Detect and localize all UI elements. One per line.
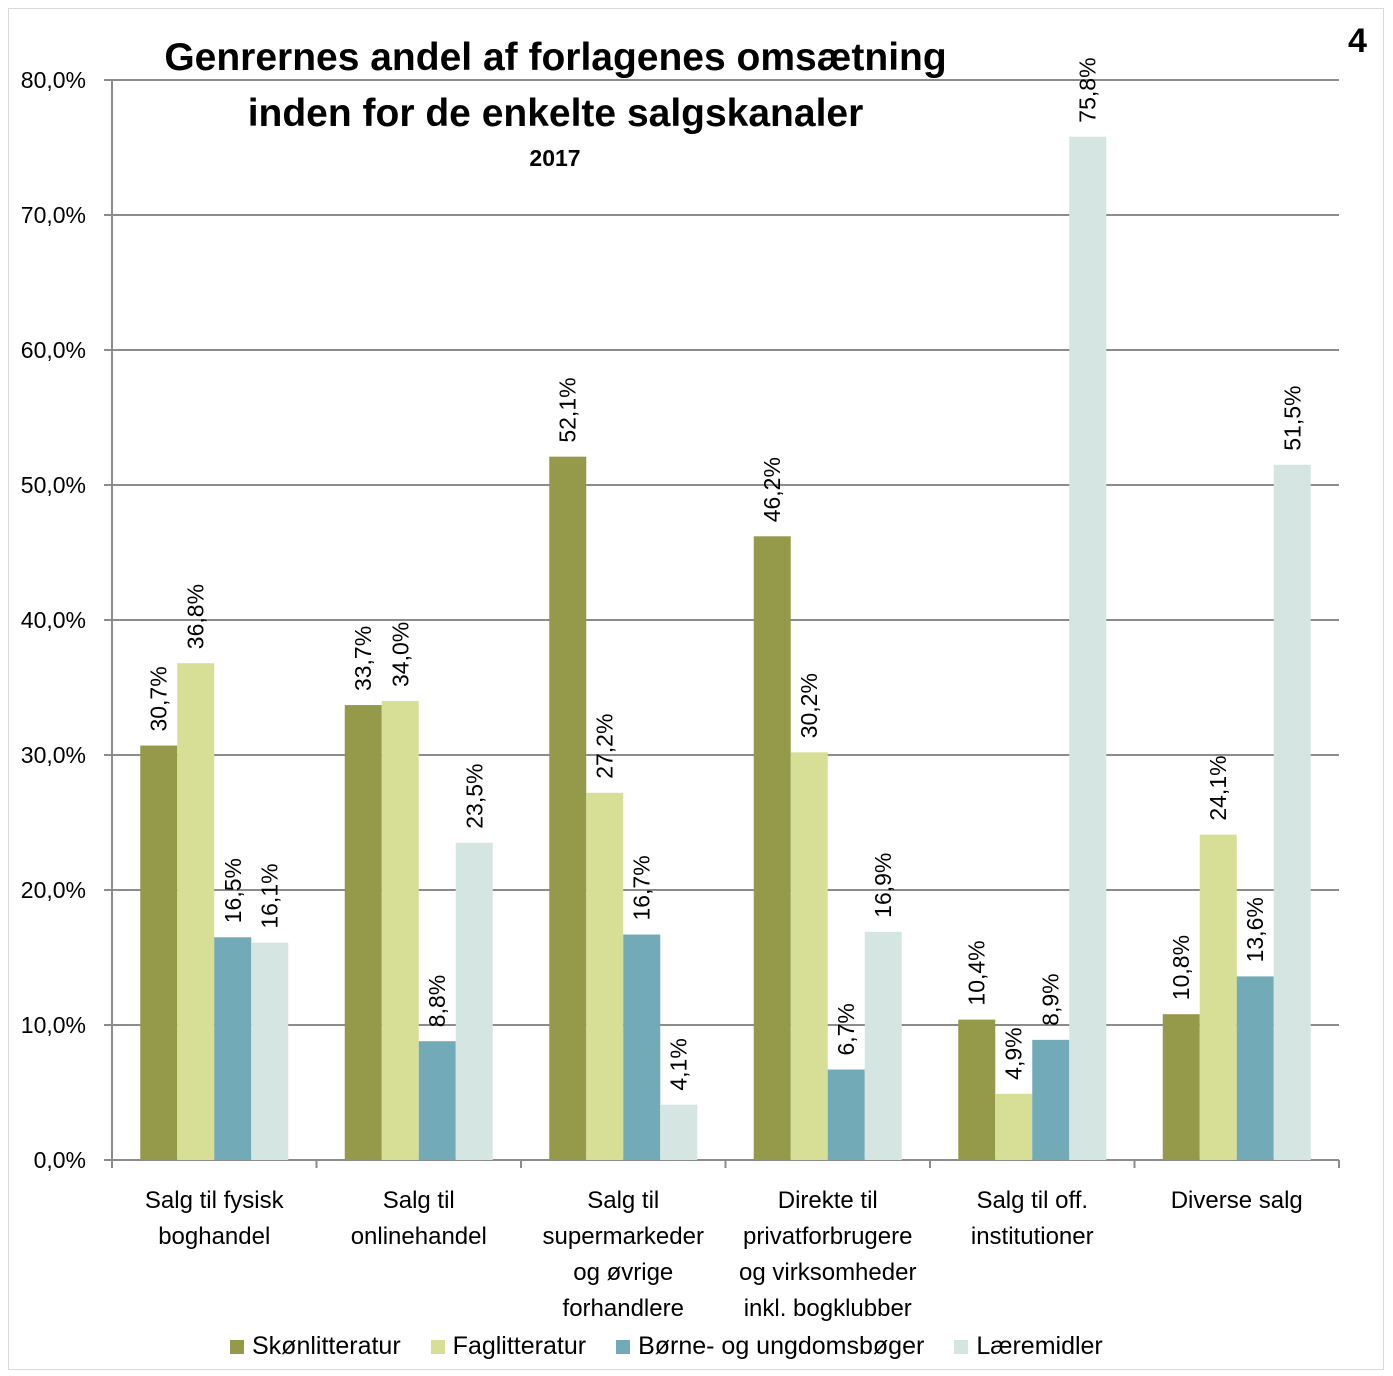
data-label: 16,1% bbox=[257, 863, 283, 928]
y-tick-label: 80,0% bbox=[21, 67, 86, 93]
bar bbox=[344, 705, 382, 1160]
data-label: 51,5% bbox=[1279, 386, 1305, 451]
x-category-label: institutioner bbox=[971, 1223, 1094, 1250]
bar bbox=[251, 942, 289, 1160]
y-tick-label: 60,0% bbox=[21, 337, 86, 363]
legend-label: Børne- og ungdomsbøger bbox=[638, 1332, 925, 1360]
bar bbox=[586, 792, 624, 1160]
bar bbox=[214, 937, 252, 1160]
bar bbox=[864, 931, 902, 1160]
data-label: 24,1% bbox=[1205, 755, 1231, 820]
x-category-label: og virksomheder bbox=[739, 1259, 916, 1286]
legend-item-laeremidler: Læremidler bbox=[954, 1332, 1103, 1361]
legend-swatch bbox=[430, 1339, 445, 1354]
data-label: 10,4% bbox=[964, 940, 990, 1005]
data-label: 4,9% bbox=[1001, 1027, 1027, 1079]
bar bbox=[549, 456, 587, 1160]
bar bbox=[177, 663, 215, 1160]
data-label: 34,0% bbox=[387, 622, 413, 687]
page-number: 4 bbox=[1348, 22, 1367, 60]
legend-label: Læremidler bbox=[976, 1332, 1103, 1360]
bar bbox=[418, 1041, 456, 1160]
x-category-label: privatforbrugere bbox=[743, 1223, 912, 1250]
x-category-label: forhandlere bbox=[563, 1295, 684, 1322]
legend-swatch bbox=[954, 1339, 969, 1354]
bar bbox=[381, 701, 419, 1160]
legend-item-faglitteratur: Faglitteratur bbox=[430, 1332, 587, 1361]
data-label: 16,7% bbox=[629, 855, 655, 920]
x-category-label: Diverse salg bbox=[1171, 1187, 1303, 1214]
data-label: 27,2% bbox=[592, 714, 618, 779]
chart-frame bbox=[8, 8, 1384, 1370]
data-label: 8,9% bbox=[1038, 973, 1064, 1025]
bar bbox=[140, 745, 178, 1160]
chart-subtitle: 2017 bbox=[529, 145, 581, 171]
x-category-label: inkl. bogklubber bbox=[744, 1295, 912, 1322]
bar bbox=[623, 934, 661, 1160]
y-tick-label: 0,0% bbox=[34, 1147, 86, 1173]
y-tick-label: 40,0% bbox=[21, 607, 86, 633]
data-label: 10,8% bbox=[1168, 935, 1194, 1000]
bar bbox=[660, 1104, 698, 1160]
legend-swatch bbox=[616, 1339, 631, 1354]
legend-swatch bbox=[230, 1339, 244, 1354]
data-label: 16,9% bbox=[870, 853, 896, 918]
bar bbox=[958, 1019, 996, 1160]
legend-item-borne-og-ungdomsboger: Børne- og ungdomsbøger bbox=[616, 1332, 924, 1361]
x-category-label: supermarkeder bbox=[543, 1223, 704, 1250]
data-label: 52,1% bbox=[555, 377, 581, 442]
data-label: 8,8% bbox=[424, 975, 450, 1027]
x-category-label: boghandel bbox=[158, 1223, 270, 1250]
bar bbox=[455, 842, 493, 1160]
x-category-label: Salg til bbox=[383, 1187, 455, 1214]
y-tick-label: 70,0% bbox=[21, 202, 86, 228]
bar bbox=[753, 536, 791, 1160]
chart-title-line-1: Genrernes andel af forlagenes omsætning bbox=[164, 36, 947, 79]
bar bbox=[995, 1093, 1033, 1160]
chart-title-line-2: inden for de enkelte salgskanaler bbox=[247, 92, 864, 135]
bar bbox=[790, 752, 828, 1160]
data-label: 33,7% bbox=[350, 626, 376, 691]
x-category-label: Salg til fysisk bbox=[145, 1187, 285, 1214]
bar bbox=[1236, 976, 1274, 1160]
x-category-label: Salg til bbox=[587, 1187, 659, 1214]
y-tick-label: 10,0% bbox=[21, 1012, 86, 1038]
bar bbox=[1032, 1039, 1070, 1160]
data-label: 46,2% bbox=[759, 457, 785, 522]
bar bbox=[1069, 136, 1107, 1160]
x-category-label: Direkte til bbox=[778, 1187, 878, 1214]
data-label: 36,8% bbox=[183, 584, 209, 649]
data-label: 75,8% bbox=[1075, 57, 1101, 122]
data-label: 4,1% bbox=[666, 1038, 692, 1090]
data-label: 6,7% bbox=[833, 1003, 859, 1055]
data-label: 13,6% bbox=[1242, 897, 1268, 962]
y-tick-label: 50,0% bbox=[21, 472, 86, 498]
data-label: 23,5% bbox=[461, 764, 487, 829]
y-tick-label: 20,0% bbox=[21, 877, 86, 903]
data-label: 30,2% bbox=[796, 673, 822, 738]
chart-legend: Skønlitteratur Faglitteratur Børne- og u… bbox=[230, 1332, 1133, 1361]
legend-label: Skønlitteratur bbox=[252, 1332, 401, 1360]
bar bbox=[1273, 464, 1311, 1160]
x-category-label: og øvrige bbox=[573, 1259, 673, 1286]
bar bbox=[1162, 1014, 1200, 1160]
data-label: 30,7% bbox=[146, 666, 172, 731]
legend-item-skonlitteratur: Skønlitteratur bbox=[230, 1332, 401, 1361]
bar bbox=[1199, 834, 1237, 1160]
data-label: 16,5% bbox=[220, 858, 246, 923]
x-category-label: onlinehandel bbox=[351, 1223, 487, 1250]
legend-label: Faglitteratur bbox=[452, 1332, 587, 1360]
bar bbox=[827, 1069, 865, 1160]
x-category-label: Salg til off. bbox=[976, 1187, 1088, 1214]
y-tick-label: 30,0% bbox=[21, 742, 86, 768]
